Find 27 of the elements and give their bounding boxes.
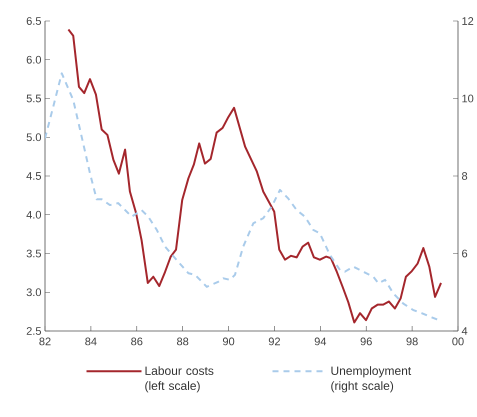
line-series: [67, 28, 442, 324]
y-tick-label: 5.5: [26, 94, 41, 102]
y-tick-label: 6.5: [26, 17, 41, 25]
y2-tick-label: 4: [462, 327, 468, 335]
y-tick-label: 2.5: [26, 327, 41, 335]
y-tick-label: 3.5: [26, 250, 41, 258]
y-tick-label: 5.0: [26, 133, 42, 142]
y2-tick-label: 10: [462, 94, 474, 102]
x-tick-label: 94: [314, 338, 326, 346]
x-tick-label: 98: [406, 338, 418, 346]
x-tick-label: 86: [131, 338, 142, 346]
x-tick-label: 84: [85, 338, 97, 346]
legend-label: Labour costs (left scale): [145, 366, 214, 392]
y-tick-label: 3.0: [26, 288, 42, 296]
y-tick-label: 4.5: [26, 172, 41, 180]
x-tick-label: 96: [360, 338, 372, 346]
x-tick-label: 92: [268, 338, 280, 346]
x-tick-label: 88: [177, 338, 188, 346]
y-tick-label: 6.0: [26, 56, 42, 64]
x-tick-label: 00: [452, 338, 464, 346]
x-tick-label: 82: [39, 338, 51, 346]
legend-label: Unemployment (right scale): [331, 366, 412, 392]
y2-tick-label: 12: [462, 17, 474, 25]
y2-tick-label: 8: [462, 172, 468, 180]
y2-tick-label: 6: [462, 250, 468, 258]
x-tick-label: 90: [222, 338, 234, 346]
y-tick-label: 4.0: [26, 210, 42, 219]
